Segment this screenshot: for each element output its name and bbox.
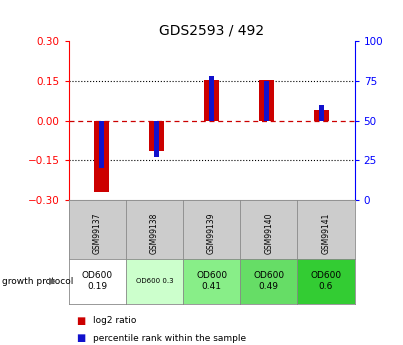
Bar <box>314 110 329 121</box>
Text: ■: ■ <box>77 333 86 343</box>
Text: GSM99139: GSM99139 <box>207 213 216 254</box>
Text: GSM99138: GSM99138 <box>150 213 159 254</box>
Bar <box>320 105 324 121</box>
Text: OD600
0.41: OD600 0.41 <box>196 272 227 291</box>
Text: OD600
0.49: OD600 0.49 <box>253 272 285 291</box>
Bar <box>259 80 274 121</box>
Bar <box>204 80 219 121</box>
Bar <box>99 121 104 168</box>
Title: GDS2593 / 492: GDS2593 / 492 <box>159 23 264 38</box>
Text: ▶: ▶ <box>49 276 56 286</box>
Text: GSM99140: GSM99140 <box>264 213 273 254</box>
Text: GSM99137: GSM99137 <box>93 213 102 254</box>
Bar <box>264 81 269 121</box>
Bar <box>149 121 164 151</box>
Text: OD600
0.19: OD600 0.19 <box>81 272 113 291</box>
Bar <box>154 121 159 157</box>
Text: log2 ratio: log2 ratio <box>93 316 136 325</box>
Text: growth protocol: growth protocol <box>2 277 73 286</box>
Bar <box>210 76 214 121</box>
Text: GSM99141: GSM99141 <box>322 213 330 254</box>
Text: percentile rank within the sample: percentile rank within the sample <box>93 334 246 343</box>
Text: ■: ■ <box>77 316 86 326</box>
Bar <box>94 121 109 192</box>
Text: OD600
0.6: OD600 0.6 <box>310 272 342 291</box>
Text: OD600 0.3: OD600 0.3 <box>135 278 173 284</box>
